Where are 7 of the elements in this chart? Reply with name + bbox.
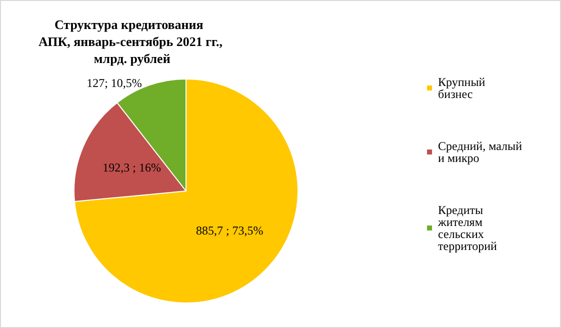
data-label: 127; 10,5% (86, 76, 142, 90)
chart-title: Структура кредитования АПК, январь-сентябрь 2021 гг., млрд. рублей (38, 17, 222, 66)
legend-label: Средний, малый и микро (438, 139, 526, 165)
legend-label: Крупный бизнес (438, 75, 492, 101)
legend-label: Кредиты жителям сельских территорий (437, 203, 498, 253)
data-label: 192,3 ; 16% (102, 160, 161, 175)
data-label: 885,7 ; 73,5% (196, 224, 264, 238)
